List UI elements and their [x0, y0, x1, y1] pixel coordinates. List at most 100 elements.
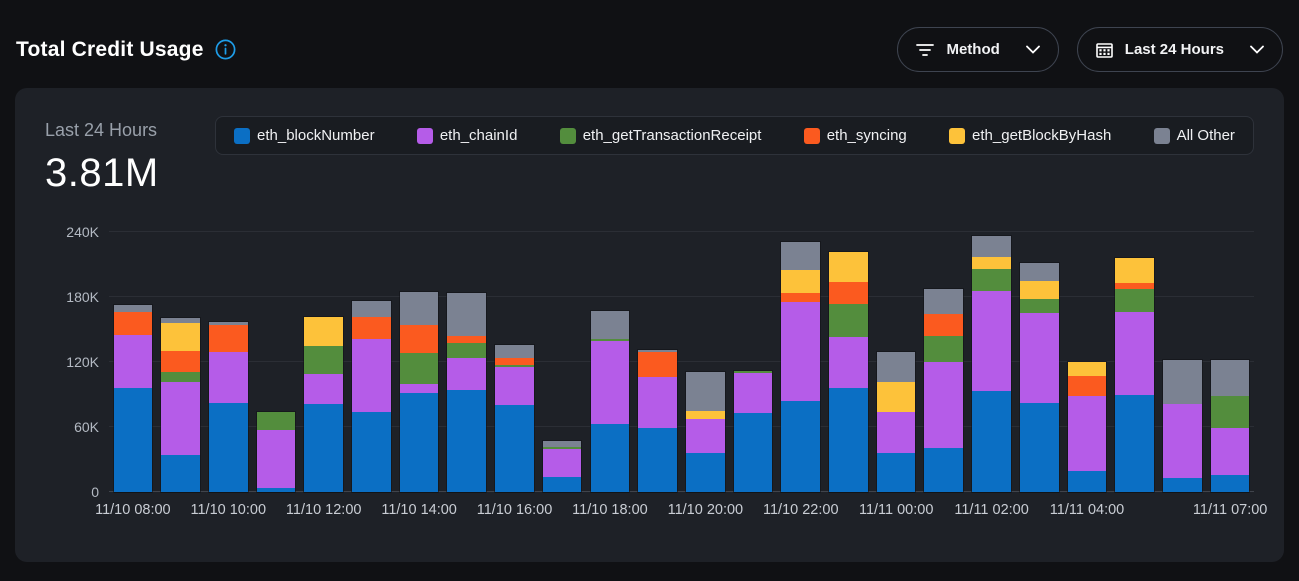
bar-segment[interactable]	[1115, 258, 1154, 283]
stacked-bar[interactable]	[1163, 359, 1202, 492]
bar-segment[interactable]	[1163, 359, 1202, 405]
bar-segment[interactable]	[972, 236, 1011, 257]
bar-segment[interactable]	[1163, 477, 1202, 492]
bar-segment[interactable]	[781, 269, 820, 293]
bar-segment[interactable]	[924, 447, 964, 492]
stacked-bar[interactable]	[1067, 362, 1107, 492]
bar-segment[interactable]	[113, 304, 153, 313]
bar-segment[interactable]	[1115, 312, 1154, 395]
stacked-bar[interactable]	[924, 289, 964, 492]
bar-segment[interactable]	[876, 453, 916, 492]
legend-item[interactable]: All Other	[1153, 127, 1235, 144]
bar-segment[interactable]	[1210, 474, 1250, 492]
bar-segment[interactable]	[447, 357, 487, 391]
bar-segment[interactable]	[161, 323, 200, 352]
bar-segment[interactable]	[685, 453, 725, 492]
legend-item[interactable]: eth_getTransactionReceipt	[559, 127, 761, 144]
bar-segment[interactable]	[876, 352, 916, 382]
bar-segment[interactable]	[876, 381, 916, 412]
bar-segment[interactable]	[1067, 395, 1107, 472]
time-range-dropdown[interactable]: Last 24 Hours	[1076, 27, 1283, 72]
bar-segment[interactable]	[781, 302, 820, 401]
stacked-bar[interactable]	[208, 321, 248, 492]
legend-item[interactable]: eth_syncing	[803, 127, 907, 144]
bar-segment[interactable]	[829, 251, 868, 282]
bar-segment[interactable]	[1019, 299, 1059, 314]
bar-segment[interactable]	[399, 383, 439, 394]
bar-segment[interactable]	[399, 291, 439, 326]
bar-segment[interactable]	[924, 289, 964, 315]
bar-segment[interactable]	[542, 476, 582, 492]
bar-segment[interactable]	[781, 401, 820, 492]
bar-segment[interactable]	[208, 325, 248, 353]
bar-segment[interactable]	[972, 256, 1011, 269]
bar-segment[interactable]	[256, 411, 296, 431]
bar-segment[interactable]	[1163, 404, 1202, 478]
info-icon[interactable]	[214, 38, 237, 61]
bar-segment[interactable]	[876, 411, 916, 453]
bar-segment[interactable]	[161, 455, 200, 492]
bar-segment[interactable]	[304, 373, 343, 405]
bar-segment[interactable]	[256, 487, 296, 492]
bar-segment[interactable]	[638, 428, 677, 492]
bar-segment[interactable]	[829, 303, 868, 338]
bar-segment[interactable]	[352, 339, 391, 412]
bar-segment[interactable]	[161, 351, 200, 372]
bar-segment[interactable]	[924, 336, 964, 363]
stacked-bar[interactable]	[590, 311, 630, 492]
bar-segment[interactable]	[256, 430, 296, 488]
bar-segment[interactable]	[972, 268, 1011, 291]
bar-segment[interactable]	[495, 365, 534, 368]
bar-segment[interactable]	[304, 345, 343, 374]
stacked-bar[interactable]	[256, 411, 296, 492]
bar-segment[interactable]	[352, 316, 391, 340]
bar-segment[interactable]	[781, 292, 820, 303]
bar-segment[interactable]	[685, 371, 725, 411]
bar-segment[interactable]	[1067, 471, 1107, 492]
stacked-bar[interactable]	[399, 291, 439, 492]
bar-segment[interactable]	[113, 334, 153, 388]
bar-segment[interactable]	[590, 341, 630, 424]
bar-segment[interactable]	[733, 370, 773, 373]
bar-segment[interactable]	[924, 314, 964, 337]
stacked-bar[interactable]	[447, 292, 487, 492]
bar-segment[interactable]	[542, 446, 582, 449]
bar-segment[interactable]	[1019, 403, 1059, 492]
bar-segment[interactable]	[161, 381, 200, 456]
stacked-bar[interactable]	[113, 304, 153, 492]
stacked-bar[interactable]	[685, 371, 725, 492]
bar-segment[interactable]	[1019, 263, 1059, 281]
bar-segment[interactable]	[638, 350, 677, 353]
bar-segment[interactable]	[638, 352, 677, 378]
bar-segment[interactable]	[352, 301, 391, 317]
legend-item[interactable]: eth_blockNumber	[234, 127, 375, 144]
bar-segment[interactable]	[733, 412, 773, 492]
stacked-bar[interactable]	[495, 344, 534, 492]
legend-item[interactable]: eth_chainId	[416, 127, 517, 144]
bar-segment[interactable]	[161, 317, 200, 324]
stacked-bar[interactable]	[1019, 263, 1059, 492]
bar-segment[interactable]	[1210, 359, 1250, 396]
stacked-bar[interactable]	[542, 441, 582, 492]
stacked-bar[interactable]	[161, 317, 200, 492]
bar-segment[interactable]	[399, 393, 439, 492]
bar-segment[interactable]	[447, 342, 487, 358]
bar-segment[interactable]	[1115, 282, 1154, 290]
stacked-bar[interactable]	[352, 301, 391, 492]
bar-segment[interactable]	[1067, 362, 1107, 377]
bar-segment[interactable]	[208, 321, 248, 326]
stacked-bar[interactable]	[304, 316, 343, 492]
bar-segment[interactable]	[733, 372, 773, 413]
bar-segment[interactable]	[781, 241, 820, 270]
bar-segment[interactable]	[1210, 428, 1250, 475]
bar-segment[interactable]	[590, 423, 630, 492]
bar-segment[interactable]	[495, 344, 534, 358]
stacked-bar[interactable]	[733, 370, 773, 492]
bar-segment[interactable]	[829, 388, 868, 492]
stacked-bar[interactable]	[1115, 258, 1154, 492]
bar-segment[interactable]	[1067, 376, 1107, 396]
stacked-bar[interactable]	[1210, 359, 1250, 492]
bar-segment[interactable]	[304, 316, 343, 346]
bar-segment[interactable]	[113, 388, 153, 492]
bar-segment[interactable]	[590, 339, 630, 342]
